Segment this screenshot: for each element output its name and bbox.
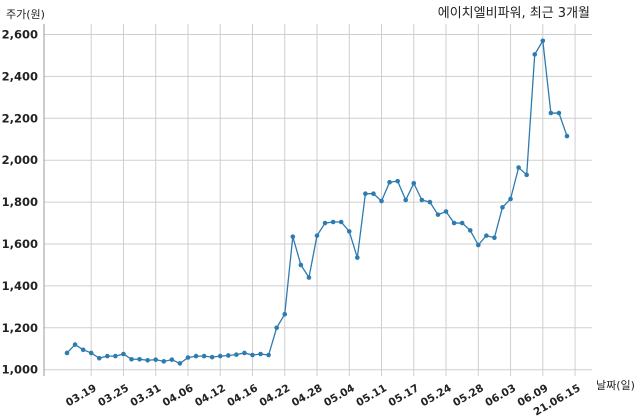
data-point [137, 356, 142, 362]
data-point [185, 355, 191, 360]
data-point [459, 220, 465, 226]
data-point [395, 178, 400, 184]
data-point [435, 212, 441, 217]
x-tick-label: 04.16 [225, 382, 260, 409]
x-tick-label: 03.25 [96, 382, 131, 409]
chart-title: 에이치엘비파워, 최근 3개월 [438, 6, 590, 21]
data-point [129, 356, 134, 362]
data-point [113, 353, 118, 359]
price-series-points [64, 38, 570, 366]
data-point [88, 350, 94, 356]
data-point [169, 357, 175, 362]
data-point [500, 205, 505, 210]
data-point [282, 311, 288, 317]
x-tick-label: 03.31 [128, 382, 163, 409]
data-point [314, 233, 320, 238]
data-point [371, 191, 376, 197]
data-point [306, 275, 312, 280]
x-tick-label: 05.11 [354, 382, 389, 409]
data-point [145, 357, 150, 363]
data-point [153, 357, 159, 362]
data-point [540, 38, 546, 44]
data-point [266, 352, 271, 358]
data-point [209, 354, 215, 360]
data-point [225, 353, 231, 358]
data-point [298, 262, 304, 268]
y-axis-label: 주가(원) [6, 8, 45, 21]
gridlines [43, 24, 592, 376]
data-point [274, 325, 279, 331]
data-point [524, 172, 529, 178]
data-point [290, 234, 296, 239]
data-point [556, 110, 562, 116]
data-point [105, 353, 110, 359]
y-tick-label: 1,000 [2, 363, 38, 377]
x-tick-label: 05.17 [387, 382, 422, 409]
data-point [419, 197, 425, 203]
data-point [64, 350, 70, 356]
data-point [121, 351, 126, 357]
y-tick-label: 2,000 [2, 153, 38, 167]
data-point [96, 355, 102, 361]
data-point [403, 197, 409, 203]
data-point [217, 353, 223, 359]
data-point [443, 209, 449, 214]
data-point [467, 228, 473, 233]
data-point [177, 361, 183, 366]
y-tick-label: 1,400 [2, 279, 38, 293]
x-axis-label: 날짜(일) [596, 378, 635, 392]
x-tick-label: 03.19 [64, 382, 99, 409]
x-tick-label: 04.28 [290, 382, 325, 409]
x-tick-label: 04.06 [161, 382, 196, 409]
data-point [492, 235, 497, 241]
data-point [242, 350, 247, 356]
data-point [532, 52, 538, 57]
data-point [548, 110, 554, 116]
data-point [161, 359, 167, 364]
data-point [451, 220, 457, 226]
y-tick-label: 2,600 [2, 27, 38, 41]
data-point [234, 352, 239, 357]
data-point [201, 353, 207, 359]
data-point [322, 220, 328, 226]
data-point [387, 179, 392, 185]
x-tick-label: 04.12 [193, 382, 228, 409]
y-tick-label: 1,600 [2, 237, 38, 251]
data-point [564, 133, 570, 139]
data-point [355, 255, 360, 260]
data-point [484, 233, 489, 238]
data-point [379, 198, 384, 204]
y-tick-label: 1,800 [2, 195, 38, 209]
data-point [475, 242, 481, 248]
x-tick-label: 05.04 [322, 382, 357, 409]
data-point [363, 191, 368, 197]
data-point [346, 229, 352, 234]
x-tick-label: 05.28 [451, 382, 486, 409]
y-tick-label: 1,200 [2, 321, 38, 335]
y-tick-label: 2,400 [2, 69, 38, 83]
data-point [80, 347, 86, 353]
data-point [193, 353, 199, 359]
data-point [258, 351, 263, 357]
data-point [338, 219, 344, 225]
x-tick-label: 05.24 [419, 382, 454, 409]
data-point [516, 165, 521, 170]
data-point [250, 352, 255, 358]
data-point [508, 196, 513, 202]
y-tick-label: 2,200 [2, 111, 38, 125]
data-point [72, 342, 78, 347]
data-point [330, 219, 336, 225]
x-tick-label: 04.22 [257, 382, 292, 409]
data-point [411, 180, 417, 186]
y-axis-ticks: 1,000 1,200 1,400 1,600 1,800 2,000 2,200 2,400… [2, 27, 38, 376]
x-tick-label: 06.03 [483, 382, 518, 409]
x-axis-ticks: 03.1903.2503.3104.0604.1204.1604.2204.28… [64, 382, 583, 418]
data-point [427, 199, 433, 205]
